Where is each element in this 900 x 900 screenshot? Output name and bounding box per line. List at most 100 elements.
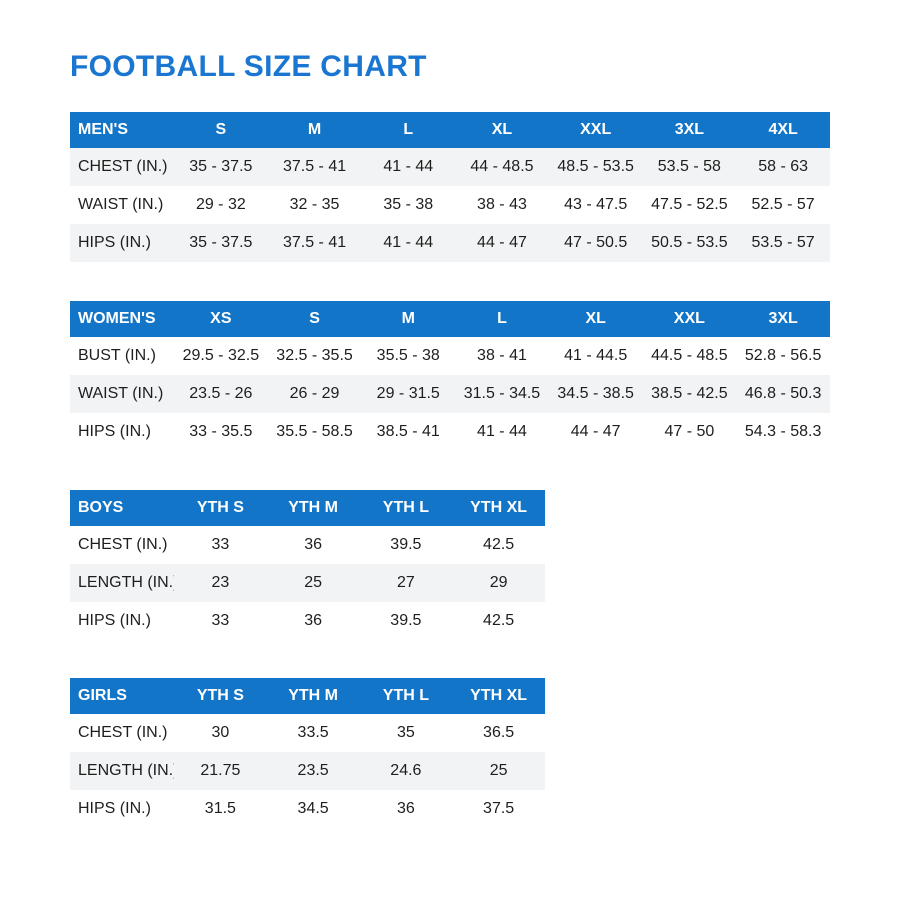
size-value-cell: 53.5 - 57 [736,224,830,262]
size-value-cell: 53.5 - 58 [642,148,737,186]
size-table-womens-header: WOMEN'S XS S M L XL XXL 3XL [70,301,830,337]
size-column-header: 4XL [736,112,830,148]
row-label: WAIST (IN.) [78,196,164,213]
size-value-cell: 42.5 [483,536,515,553]
table-row: LENGTH (IN.) 21.75 23.5 24.6 25 [70,752,545,790]
size-value-cell: 37.5 - 41 [267,148,362,186]
size-column-header: YTH XL [452,678,545,714]
size-value-cell: 38.5 - 41 [376,423,440,440]
size-table-mens-header: MEN'S S M L XL XXL 3XL 4XL [70,112,830,148]
size-column-header: L [361,112,456,148]
size-value-cell: 36 [304,612,323,629]
row-label: LENGTH (IN.) [70,752,174,790]
row-label: WAIST (IN.) [70,375,174,413]
size-column-header: YTH XL [452,490,545,526]
size-value-cell: 46.8 - 50.3 [736,375,830,413]
size-column-header: S [174,112,268,148]
size-value-cell: 44 - 47 [570,423,621,440]
size-value-cell: 58 - 63 [736,148,830,186]
size-value-cell: 24.6 [359,752,453,790]
row-label: HIPS (IN.) [78,612,151,629]
size-value-cell: 39.5 [390,612,422,629]
size-value-cell: 33.5 [297,724,329,741]
size-value-cell: 41 - 44 [361,224,456,262]
size-value-cell: 35 - 37.5 [174,224,268,262]
size-value-cell: 31.5 - 34.5 [455,375,549,413]
size-column-header: XXL [548,112,643,148]
size-value-cell: 23.5 - 26 [174,375,268,413]
table-row: LENGTH (IN.) 23 25 27 29 [70,564,545,602]
size-value-cell: 50.5 - 53.5 [642,224,737,262]
row-label: HIPS (IN.) [78,800,151,817]
size-value-cell: 35 [396,724,415,741]
row-label: CHEST (IN.) [78,536,168,553]
size-value-cell: 41 - 44 [361,148,456,186]
size-value-cell: 35.5 - 58.5 [276,423,353,440]
row-label: CHEST (IN.) [78,724,168,741]
row-label: BUST (IN.) [78,347,156,364]
size-value-cell: 47 - 50.5 [548,224,643,262]
size-value-cell: 27 [359,564,453,602]
size-column-header: YTH M [266,490,360,526]
size-column-header: 3XL [736,301,830,337]
size-value-cell: 44 - 47 [455,224,549,262]
size-column-header: 3XL [642,112,737,148]
size-value-cell: 43 - 47.5 [564,196,628,213]
size-value-cell: 52.8 - 56.5 [744,347,822,364]
size-value-cell: 26 - 29 [267,375,362,413]
size-column-header: XS [174,301,268,337]
size-column-header: L [455,301,549,337]
size-column-header: M [361,301,456,337]
size-value-cell: 52.5 - 57 [751,196,815,213]
page-title: FOOTBALL SIZE CHART [70,50,427,83]
table-row: HIPS (IN.) 33 36 39.5 42.5 [70,602,545,640]
size-table-womens: WOMEN'S XS S M L XL XXL 3XL BUST (IN.) 29.5 - 32… [70,301,830,451]
size-value-cell: 29 - 31.5 [361,375,456,413]
row-label: HIPS (IN.) [78,423,151,440]
table-row: WAIST (IN.) 23.5 - 26 26 - 29 29 - 31.5 31.5… [70,375,830,413]
size-value-cell: 33 [211,536,230,553]
size-value-cell: 25 [452,752,545,790]
size-value-cell: 47.5 - 52.5 [651,196,728,213]
size-table-womens-body: BUST (IN.) 29.5 - 32.5 32.5 - 35.5 35.5 - 3… [70,337,830,451]
size-column-header: YTH S [174,490,267,526]
size-table-boys: BOYS YTH S YTH M YTH L YTH XL CHEST (IN.) 33 3… [70,490,545,640]
size-value-cell: 48.5 - 53.5 [548,148,643,186]
table-row: CHEST (IN.) 33 36 39.5 42.5 [70,526,545,564]
table-row: WAIST (IN.) 29 - 32 32 - 35 35 - 38 38 - 43 4… [70,186,830,224]
size-value-cell: 35.5 - 38 [376,347,440,364]
size-value-cell: 35 - 38 [383,196,434,213]
table-row: CHEST (IN.) 30 33.5 35 36.5 [70,714,545,752]
size-value-cell: 38 - 43 [477,196,527,213]
size-value-cell: 23.5 [266,752,360,790]
size-column-header: YTH M [266,678,360,714]
size-table-girls-body: CHEST (IN.) 30 33.5 35 36.5 LENGTH (IN.) 21.75… [70,714,545,828]
size-value-cell: 39.5 [390,536,422,553]
size-table-mens-body: CHEST (IN.) 35 - 37.5 37.5 - 41 41 - 44 44 -… [70,148,830,262]
size-value-cell: 34.5 [297,800,329,817]
size-table-mens: MEN'S S M L XL XXL 3XL 4XL CHEST (IN.) 35 - 37.5… [70,112,830,262]
row-label: CHEST (IN.) [70,148,174,186]
header-row: GIRLS YTH S YTH M YTH L YTH XL [70,678,545,714]
size-value-cell: 29.5 - 32.5 [182,347,260,364]
size-value-cell: 38 - 41 [477,347,527,364]
size-column-header: S [267,301,362,337]
size-value-cell: 41 - 44 [477,423,527,440]
size-value-cell: 23 [174,564,267,602]
size-value-cell: 36.5 [483,724,515,741]
table-row: BUST (IN.) 29.5 - 32.5 32.5 - 35.5 35.5 - 3… [70,337,830,375]
size-value-cell: 34.5 - 38.5 [548,375,643,413]
size-value-cell: 36 [304,536,323,553]
size-table-girls: GIRLS YTH S YTH M YTH L YTH XL CHEST (IN.) 30… [70,678,545,828]
size-value-cell: 33 [211,612,230,629]
size-column-header: XXL [642,301,737,337]
header-row: BOYS YTH S YTH M YTH L YTH XL [70,490,545,526]
size-value-cell: 44.5 - 48.5 [651,347,728,364]
table-title-cell: GIRLS [70,678,174,714]
size-column-header: YTH S [174,678,267,714]
size-value-cell: 21.75 [174,752,267,790]
table-row: HIPS (IN.) 31.5 34.5 36 37.5 [70,790,545,828]
size-chart-page: FOOTBALL SIZE CHART MEN'S S M L XL XXL 3XL 4XL … [70,50,830,828]
table-row: HIPS (IN.) 33 - 35.5 35.5 - 58.5 38.5 - 41 4… [70,413,830,451]
size-value-cell: 35 - 37.5 [174,148,268,186]
